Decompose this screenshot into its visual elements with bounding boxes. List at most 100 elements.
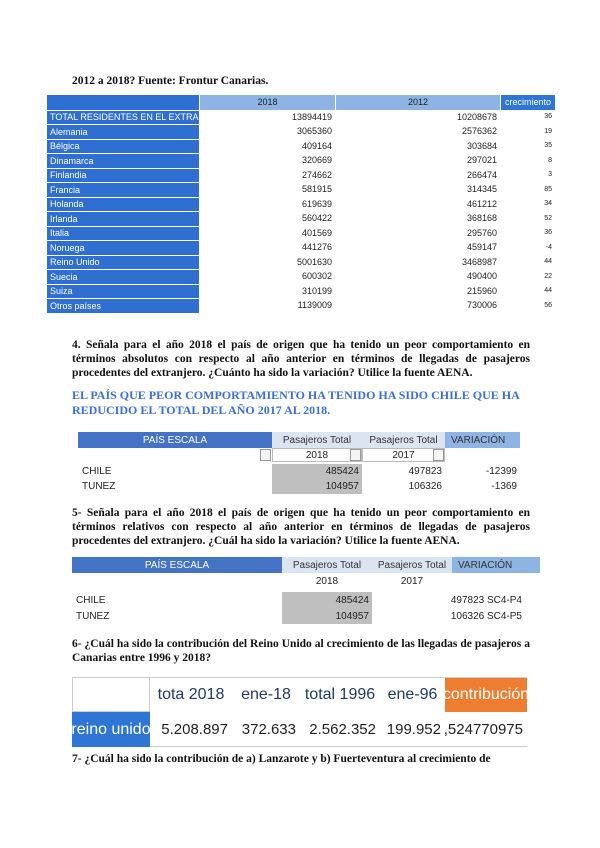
question: 4. Señala para el año 2018 el país de or… — [72, 339, 530, 379]
table-cell: 34 — [544, 200, 552, 208]
row-label: Suecia — [47, 269, 199, 284]
table-cell: 560422 — [301, 213, 332, 224]
header-cell: Pasajeros Total — [272, 432, 362, 448]
row-label: reino unido — [72, 712, 150, 747]
table-cell: 297021 — [466, 155, 497, 166]
table-cell: 372.633 — [232, 712, 300, 747]
row-label: Alemania — [47, 124, 199, 139]
table-cell: 303684 — [466, 140, 497, 151]
dropdown-button — [433, 449, 444, 461]
header-cell: Pasajeros Total — [372, 557, 452, 573]
row-label: TUNEZ — [76, 610, 110, 622]
table-cell: 3065360 — [296, 126, 332, 137]
header-cell: tota 2018 — [150, 677, 232, 712]
table-cell: 485424 — [282, 592, 372, 608]
table-cell: 52 — [544, 214, 552, 222]
table-cell: 497823 — [408, 466, 442, 477]
header-cell: crecimiento — [500, 95, 555, 110]
table-cell: 44 — [544, 258, 552, 266]
row-label: Irlanda — [47, 211, 199, 226]
row-label: TUNEZ — [82, 481, 116, 492]
table-cell: 2576362 — [461, 126, 497, 137]
table-cell: 5001630 — [296, 256, 332, 267]
table-cell: 274662 — [301, 169, 332, 180]
table-cell: 85 — [544, 185, 552, 193]
question: 5- Señala para el año 2018 el país de or… — [72, 507, 530, 547]
subheader-cell: 2018 — [315, 575, 339, 587]
table-cell: 22 — [544, 272, 552, 280]
dropdown-button — [260, 449, 271, 461]
row-label: Otros países — [47, 298, 199, 313]
row-label: Holanda — [47, 196, 199, 211]
table-cell: 295760 — [466, 227, 497, 238]
question: 7- ¿Cuál ha sido la contribución de a) L… — [72, 753, 491, 765]
table-cell: 106326 SC4-P5 — [450, 610, 522, 622]
table-cell: 1139009 — [297, 300, 332, 311]
table-cell: -12399 — [485, 466, 517, 477]
row-label: Suiza — [47, 283, 199, 298]
header-cell: ene-18 — [232, 677, 300, 712]
table-cell: 6,524770975 — [445, 712, 527, 747]
table-cell: 104957 — [282, 608, 372, 624]
table-cell: 401569 — [301, 227, 332, 238]
table-cell: 600302 — [301, 271, 332, 282]
table-cell: 314345 — [466, 184, 497, 195]
table-cell: 461212 — [466, 198, 497, 209]
table-cell: 459147 — [466, 242, 497, 253]
table-cell: 8 — [548, 156, 552, 164]
table-cell: 497823 SC4-P4 — [450, 594, 522, 606]
header-cell: VARIACIÓN — [445, 432, 520, 448]
heading: 2012 a 2018? Fuente: Frontur Canarias. — [72, 75, 269, 87]
row-label: Reino Unido — [47, 254, 199, 269]
row-label: CHILE — [82, 466, 112, 477]
table-cell: 2.562.352 — [300, 712, 380, 747]
table-cell: 730006 — [466, 300, 497, 311]
header-cell: Pasajeros Total — [282, 557, 372, 573]
header-cell: PAÍS ESCALA — [72, 557, 282, 573]
header-cell: PAÍS ESCALA — [78, 432, 272, 448]
table-cell: 310199 — [301, 285, 332, 296]
table-cell: 266474 — [466, 169, 497, 180]
row-label: Italia — [47, 225, 199, 240]
dropdown-button — [350, 449, 361, 461]
table-cell: 36 — [544, 113, 552, 121]
table-cell: 490400 — [466, 271, 497, 282]
row-label: CHILE — [76, 594, 106, 606]
header-cell: Pasajeros Total — [362, 432, 445, 448]
subheader-cell: 2017 — [400, 575, 424, 587]
table-cell: 56 — [544, 301, 552, 309]
table-cell: 35 — [544, 142, 552, 150]
table-cell: -1369 — [491, 481, 517, 492]
header-cell: 2012 — [335, 95, 500, 110]
table-cell: 485424 — [272, 464, 362, 479]
header-cell: ene-96 — [380, 677, 445, 712]
table-cell: 10208678 — [456, 111, 497, 122]
table-cell: 368168 — [466, 213, 497, 224]
table-cell: 199.952 — [380, 712, 445, 747]
table-cell: 13894419 — [291, 111, 332, 122]
answer: EL PAÍS QUE PEOR COMPORTAMIENTO HA TENID… — [72, 388, 520, 417]
table-cell: 441276 — [301, 242, 332, 253]
table-cell: -4 — [545, 243, 552, 251]
table-cell: 5.208.897 — [150, 712, 232, 747]
row-label: Noruega — [47, 240, 199, 255]
table-cell: 3468987 — [461, 256, 497, 267]
table-cell: 44 — [544, 287, 552, 295]
header-cell: 2018 — [199, 95, 335, 110]
row-label: Francia — [47, 182, 199, 197]
table-cell: 36 — [544, 229, 552, 237]
header-cell: contribución — [445, 677, 527, 712]
subheader-cell: 2018 — [272, 448, 362, 462]
row-label: Dinamarca — [47, 153, 199, 168]
row-label: Bélgica — [47, 138, 199, 153]
table-cell: 3 — [548, 171, 552, 179]
row-label: Finlandia — [47, 167, 199, 182]
table-cell: 106326 — [408, 481, 442, 492]
table-cell: 215960 — [466, 285, 497, 296]
table-cell: 619639 — [301, 198, 332, 209]
header-cell — [72, 677, 150, 712]
header-cell — [47, 95, 199, 110]
table-cell: 409164 — [301, 140, 332, 151]
table-cell: 581915 — [301, 184, 332, 195]
